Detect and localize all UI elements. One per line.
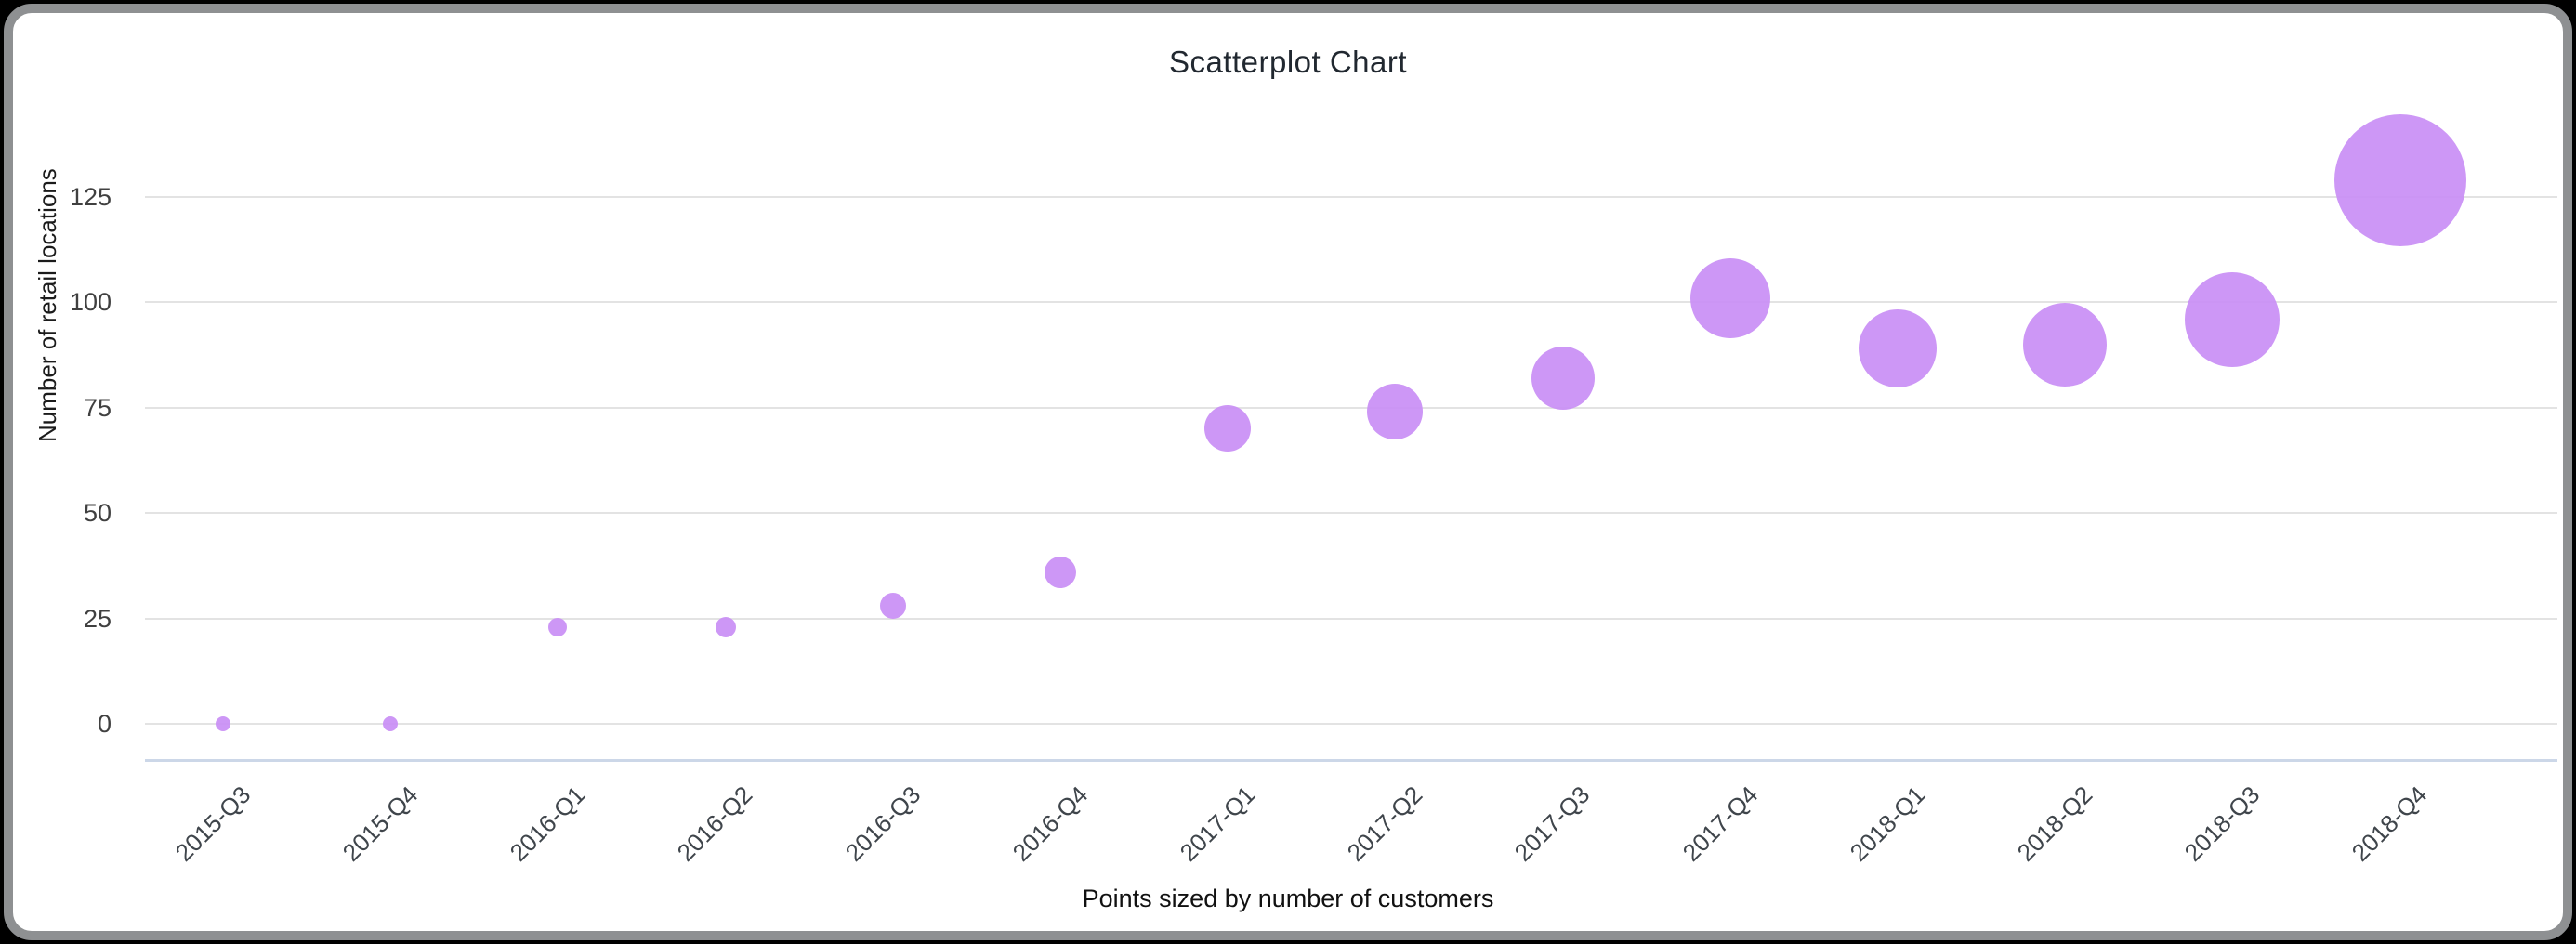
x-tick-label: 2017-Q2: [1341, 780, 1428, 867]
x-tick-label: 2018-Q3: [2178, 780, 2266, 867]
gridline-y-0: [145, 723, 2557, 725]
data-point-2018-Q1[interactable]: [1859, 309, 1937, 388]
x-tick-label: 2018-Q4: [2346, 780, 2433, 867]
y-tick-label: 125: [69, 183, 112, 211]
x-tick-label: 2017-Q1: [1174, 780, 1261, 867]
data-point-2017-Q3[interactable]: [1531, 347, 1595, 411]
chart-card: Scatterplot Chart Number of retail locat…: [4, 4, 2572, 940]
data-point-2017-Q2[interactable]: [1367, 384, 1424, 440]
data-point-2015-Q3[interactable]: [216, 716, 230, 731]
x-tick-label: 2016-Q4: [1006, 780, 1094, 867]
gridline-y-125: [145, 196, 2557, 198]
y-tick-label: 0: [97, 710, 112, 738]
chart-title: Scatterplot Chart: [1168, 45, 1408, 79]
data-point-2016-Q4[interactable]: [1045, 556, 1076, 588]
x-tick-label: 2016-Q3: [839, 780, 927, 867]
data-point-2017-Q4[interactable]: [1689, 257, 1770, 338]
x-tick-label: 2015-Q4: [336, 780, 424, 867]
x-tick-label: 2017-Q3: [1509, 780, 1596, 867]
data-point-2017-Q1[interactable]: [1204, 405, 1252, 452]
x-tick-label: 2017-Q4: [1676, 780, 1764, 867]
gridline-y-75: [145, 406, 2557, 409]
data-point-2018-Q2[interactable]: [2023, 302, 2108, 387]
x-tick-label: 2016-Q1: [504, 780, 591, 867]
y-tick-label: 100: [69, 288, 112, 317]
data-point-2018-Q4[interactable]: [2333, 113, 2466, 246]
x-axis-baseline: [145, 759, 2557, 762]
gridline-y-25: [145, 617, 2557, 620]
x-tick-label: 2018-Q2: [2011, 780, 2098, 867]
data-point-2016-Q3[interactable]: [879, 592, 906, 619]
x-tick-label: 2016-Q2: [672, 780, 758, 867]
gridline-y-100: [145, 301, 2557, 304]
gridline-y-50: [145, 512, 2557, 515]
y-tick-label: 50: [83, 499, 112, 528]
y-tick-label: 75: [83, 393, 112, 422]
x-axis-title: Points sized by number of customers: [1082, 885, 1494, 912]
x-tick-label: 2018-Q1: [1844, 780, 1931, 867]
y-tick-label: 25: [83, 604, 112, 633]
data-point-2018-Q3[interactable]: [2185, 271, 2280, 367]
data-point-2016-Q2[interactable]: [715, 616, 736, 637]
data-point-2015-Q4[interactable]: [383, 716, 399, 731]
data-point-2016-Q1[interactable]: [548, 617, 568, 636]
x-tick-label: 2015-Q3: [169, 780, 256, 867]
